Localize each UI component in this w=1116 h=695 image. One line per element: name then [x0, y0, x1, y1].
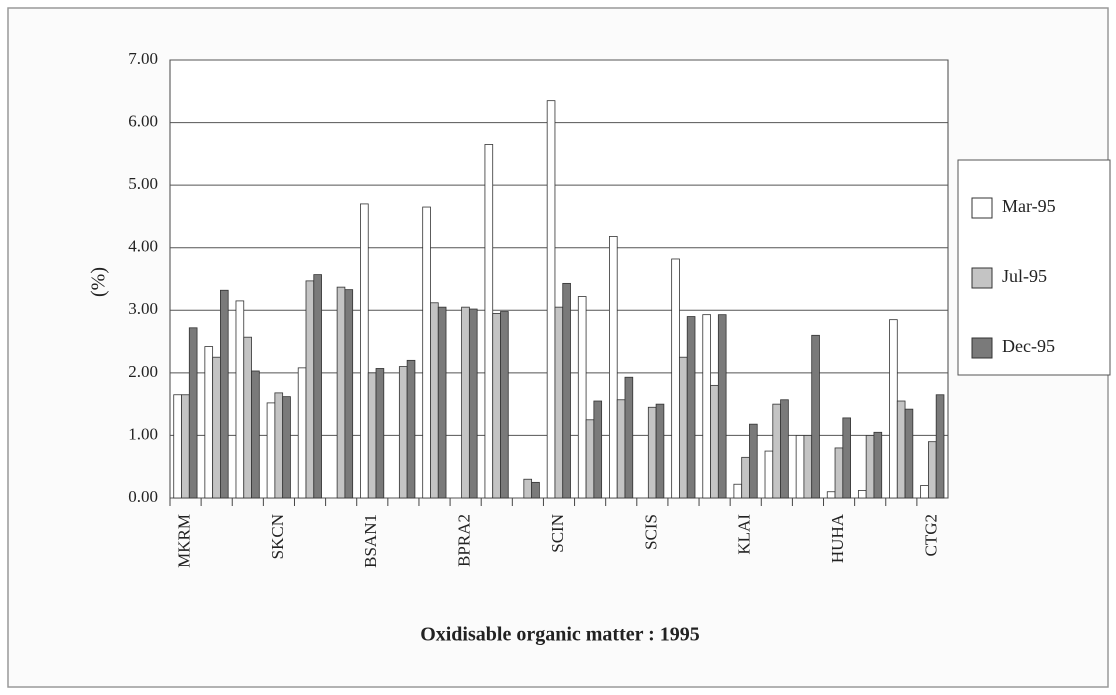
x-tick-label: HUHA [828, 513, 847, 563]
bar [274, 392, 284, 499]
bar [585, 419, 595, 499]
bar [562, 282, 571, 499]
bar [181, 394, 190, 499]
bar [927, 441, 937, 499]
x-tick-label: BPRA2 [455, 514, 474, 567]
y-tick-label: 3.00 [128, 299, 158, 318]
x-tick-label: SCIS [641, 514, 660, 550]
bar [686, 316, 696, 499]
y-tick-label: 1.00 [128, 424, 158, 443]
bar [204, 346, 214, 499]
bar [500, 311, 509, 499]
bar [531, 481, 540, 499]
bar [710, 384, 719, 499]
bar [344, 289, 354, 499]
bar [546, 100, 556, 499]
bar [492, 313, 501, 499]
x-tick-label: BSAN1 [361, 514, 380, 568]
y-tick-label: 6.00 [128, 111, 158, 130]
bar [484, 144, 494, 499]
x-tick-label: KLAI [735, 514, 754, 555]
legend-label: Jul-95 [1002, 266, 1047, 286]
y-tick-label: 0.00 [128, 487, 158, 506]
bar [554, 306, 564, 499]
bar [367, 372, 377, 499]
bar [593, 400, 603, 499]
bar [733, 483, 743, 499]
bar [305, 280, 315, 499]
bar [647, 406, 657, 499]
bar [616, 399, 626, 499]
bar [889, 319, 898, 499]
bar [577, 296, 587, 499]
bar [422, 206, 431, 499]
x-tick-label: MKRM [174, 514, 193, 568]
bar [609, 236, 618, 499]
bar [920, 485, 929, 499]
bar [430, 302, 439, 499]
bar [857, 490, 867, 499]
legend-label: Mar-95 [1002, 196, 1056, 216]
bar [834, 447, 844, 499]
bar [266, 402, 276, 499]
x-tick-label: CTG2 [921, 514, 940, 557]
bar [523, 478, 533, 499]
bar [764, 450, 774, 499]
bar [935, 394, 945, 499]
legend-swatch [971, 337, 993, 359]
bar [749, 423, 758, 499]
bar [243, 336, 252, 499]
bar [251, 370, 260, 499]
bar [655, 403, 665, 499]
bar [398, 366, 408, 499]
bar [375, 368, 385, 499]
bar [313, 274, 322, 499]
bar [360, 203, 369, 499]
bar [795, 435, 805, 499]
y-tick-label: 7.00 [128, 49, 158, 68]
bar [873, 431, 883, 499]
bar [437, 306, 447, 499]
x-tick-label: SCIN [548, 514, 567, 553]
bar [717, 314, 727, 499]
chart-title: Oxidisable organic matter : 1995 [420, 624, 700, 646]
bar [679, 356, 688, 499]
x-tick-label: SKCN [268, 514, 287, 559]
bar [865, 435, 875, 499]
bar [282, 396, 291, 499]
bar [188, 327, 198, 499]
bar [826, 491, 836, 499]
bar [780, 399, 789, 499]
bar [235, 300, 245, 499]
bar [842, 417, 851, 499]
legend-swatch [971, 197, 993, 219]
bar [803, 435, 813, 499]
legend-swatch [971, 267, 993, 289]
bar [173, 394, 182, 499]
bar [896, 400, 906, 499]
bar [741, 456, 750, 499]
bar [468, 308, 478, 499]
bar [772, 403, 781, 499]
bar [406, 359, 416, 499]
bar [220, 289, 229, 499]
bar [624, 376, 634, 499]
bar [671, 258, 680, 499]
bar [461, 306, 470, 499]
bar [336, 286, 346, 499]
bar [811, 334, 820, 499]
bar [212, 356, 221, 499]
bar [702, 314, 711, 499]
legend-label: Dec-95 [1002, 336, 1055, 356]
y-axis-label: (%) [88, 267, 110, 297]
y-tick-label: 4.00 [128, 237, 158, 256]
y-tick-label: 5.00 [128, 174, 158, 193]
y-tick-label: 2.00 [128, 362, 158, 381]
bar [904, 408, 914, 499]
bar [297, 367, 307, 499]
